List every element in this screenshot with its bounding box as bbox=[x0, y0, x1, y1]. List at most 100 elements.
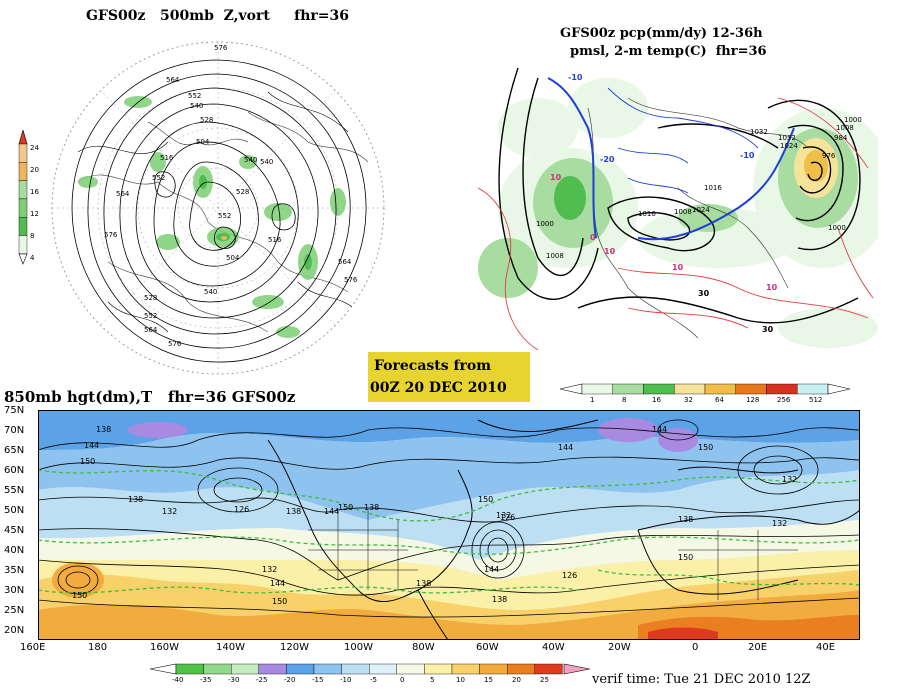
lon-label: 40W bbox=[542, 642, 565, 653]
lon-label: 140W bbox=[216, 642, 245, 653]
temp-tick: 0 bbox=[400, 676, 405, 684]
temp-tick: 10 bbox=[456, 676, 465, 684]
colorbar-swatch bbox=[203, 663, 232, 675]
colorbar-swatch bbox=[313, 663, 342, 675]
contour-label: 504 bbox=[196, 138, 210, 146]
colorbar-swatch bbox=[643, 383, 675, 395]
height-label: 150 bbox=[72, 591, 87, 600]
temp-label: 10 bbox=[550, 173, 562, 182]
temp-colorbar-ticks: -40 -35 -30 -25 -20 -15 -10 -5 0 5 10 15… bbox=[168, 676, 568, 688]
vort-colorbar bbox=[18, 130, 28, 265]
contour-label: 576 bbox=[168, 340, 182, 348]
isobar-label: 1008 bbox=[836, 124, 854, 132]
lon-label: 100W bbox=[344, 642, 373, 653]
contour-label: 552 bbox=[152, 174, 165, 182]
precip-tick: 16 bbox=[652, 396, 661, 404]
temp-label: 10 bbox=[766, 283, 778, 292]
forecast-line-1: Forecasts from bbox=[374, 358, 492, 374]
contour-label: 552 bbox=[144, 312, 157, 320]
contour-label: 528 bbox=[200, 116, 213, 124]
panel-precip-title-1: GFS00z pcp(mm/dy) 12-36h bbox=[560, 26, 763, 41]
height-label: 126 bbox=[500, 513, 515, 522]
contour-label: 528 bbox=[236, 188, 249, 196]
colorbar-swatch bbox=[396, 663, 425, 675]
isobar-label: 1024 bbox=[780, 142, 798, 150]
contour-label: 564 bbox=[116, 190, 130, 198]
panel-850mb-title: 850mb hgt(dm),T fhr=36 GFS00z bbox=[4, 388, 296, 406]
isobar-label: 1000 bbox=[828, 224, 846, 232]
vort-tick: 20 bbox=[30, 166, 39, 174]
forecast-info-box: Forecasts from 00Z 20 DEC 2010 bbox=[368, 352, 530, 402]
isobar-label: 1008 bbox=[674, 208, 692, 216]
colorbar-swatch bbox=[286, 663, 315, 675]
temp-label: 10 bbox=[604, 247, 616, 256]
height-label: 132 bbox=[262, 565, 277, 574]
contour-label: 516 bbox=[160, 154, 174, 162]
colorbar-swatch bbox=[766, 383, 798, 395]
height-label: 138 bbox=[286, 507, 301, 516]
colorbar-swatch bbox=[18, 216, 28, 236]
colorbar-swatch bbox=[424, 663, 453, 675]
colorbar-swatch bbox=[230, 663, 259, 675]
colorbar-swatch bbox=[507, 663, 536, 675]
colorbar-swatch bbox=[451, 663, 480, 675]
temp-label: 10 bbox=[672, 263, 684, 272]
lon-label: 80W bbox=[412, 642, 435, 653]
lon-label: 20E bbox=[748, 642, 768, 653]
precip-colorbar bbox=[560, 383, 850, 395]
temp-tick: -10 bbox=[340, 676, 352, 684]
lon-label: 180 bbox=[88, 642, 108, 653]
colorbar-swatch bbox=[258, 663, 287, 675]
contour-label: 552 bbox=[218, 212, 231, 220]
temp-colorbar bbox=[150, 663, 590, 675]
colorbar-swatch bbox=[18, 198, 28, 218]
colorbar-swatch bbox=[18, 235, 28, 254]
precip-tick: 8 bbox=[622, 396, 627, 404]
temp-tick: 15 bbox=[484, 676, 493, 684]
colorbar-swatch bbox=[674, 383, 706, 395]
height-label: 132 bbox=[496, 511, 511, 520]
lon-label: 160W bbox=[150, 642, 179, 653]
precip-tick: 512 bbox=[809, 396, 823, 404]
vort-colorbar-ticks: 24 20 16 12 8 4 bbox=[30, 144, 48, 264]
contour-label: 576 bbox=[214, 44, 228, 52]
lat-label: 55N bbox=[4, 485, 25, 496]
colorbar-swatch bbox=[18, 162, 28, 181]
panel-500mb-title: GFS00z 500mb Z,vort fhr=36 bbox=[86, 8, 349, 24]
contour-label: 552 bbox=[188, 92, 201, 100]
lat-label: 20N bbox=[4, 625, 25, 636]
contour-label: 564 bbox=[338, 258, 352, 266]
temp-label: 0 bbox=[590, 233, 596, 242]
vort-tick: 8 bbox=[30, 232, 35, 240]
contour-label: 564 bbox=[166, 76, 180, 84]
isobar-label: 1000 bbox=[844, 116, 862, 124]
precip-colorbar-ticks: 1 8 16 32 64 128 256 512 bbox=[590, 396, 840, 406]
height-label: 138 bbox=[492, 595, 507, 604]
lat-label: 45N bbox=[4, 525, 25, 536]
lon-label: 20W bbox=[608, 642, 631, 653]
contour-label: 576 bbox=[344, 276, 358, 284]
height-label: 150 bbox=[80, 457, 95, 466]
temp-label: -20 bbox=[600, 155, 615, 164]
verif-time: verif time: Tue 21 DEC 2010 12Z bbox=[592, 672, 811, 687]
isobar-label: 1024 bbox=[692, 206, 710, 214]
height-label: 150 bbox=[478, 495, 493, 504]
lat-label: 70N bbox=[4, 425, 25, 436]
contour-label: 576 bbox=[104, 231, 118, 239]
lon-label: 0 bbox=[692, 642, 699, 653]
vort-tick: 4 bbox=[30, 254, 35, 262]
temp-tick: 5 bbox=[430, 676, 435, 684]
isobar-label: 1016 bbox=[704, 184, 722, 192]
isobar-label: 1000 bbox=[536, 220, 554, 228]
contour-label: 564 bbox=[144, 326, 158, 334]
lat-label: 30N bbox=[4, 585, 25, 596]
contour-label: 540 bbox=[260, 158, 273, 166]
precip-tick: 1 bbox=[590, 396, 595, 404]
colorbar-swatch bbox=[479, 663, 508, 675]
height-label: 126 bbox=[562, 571, 577, 580]
contour-label: 528 bbox=[144, 294, 157, 302]
panel-precip-map: 1000 1008 1016 1024 1032 1016 1008 1000 … bbox=[478, 68, 878, 350]
contour-label: 504 bbox=[226, 254, 240, 262]
precip-tick: 64 bbox=[715, 396, 724, 404]
isobar-label: 1032 bbox=[750, 128, 768, 136]
